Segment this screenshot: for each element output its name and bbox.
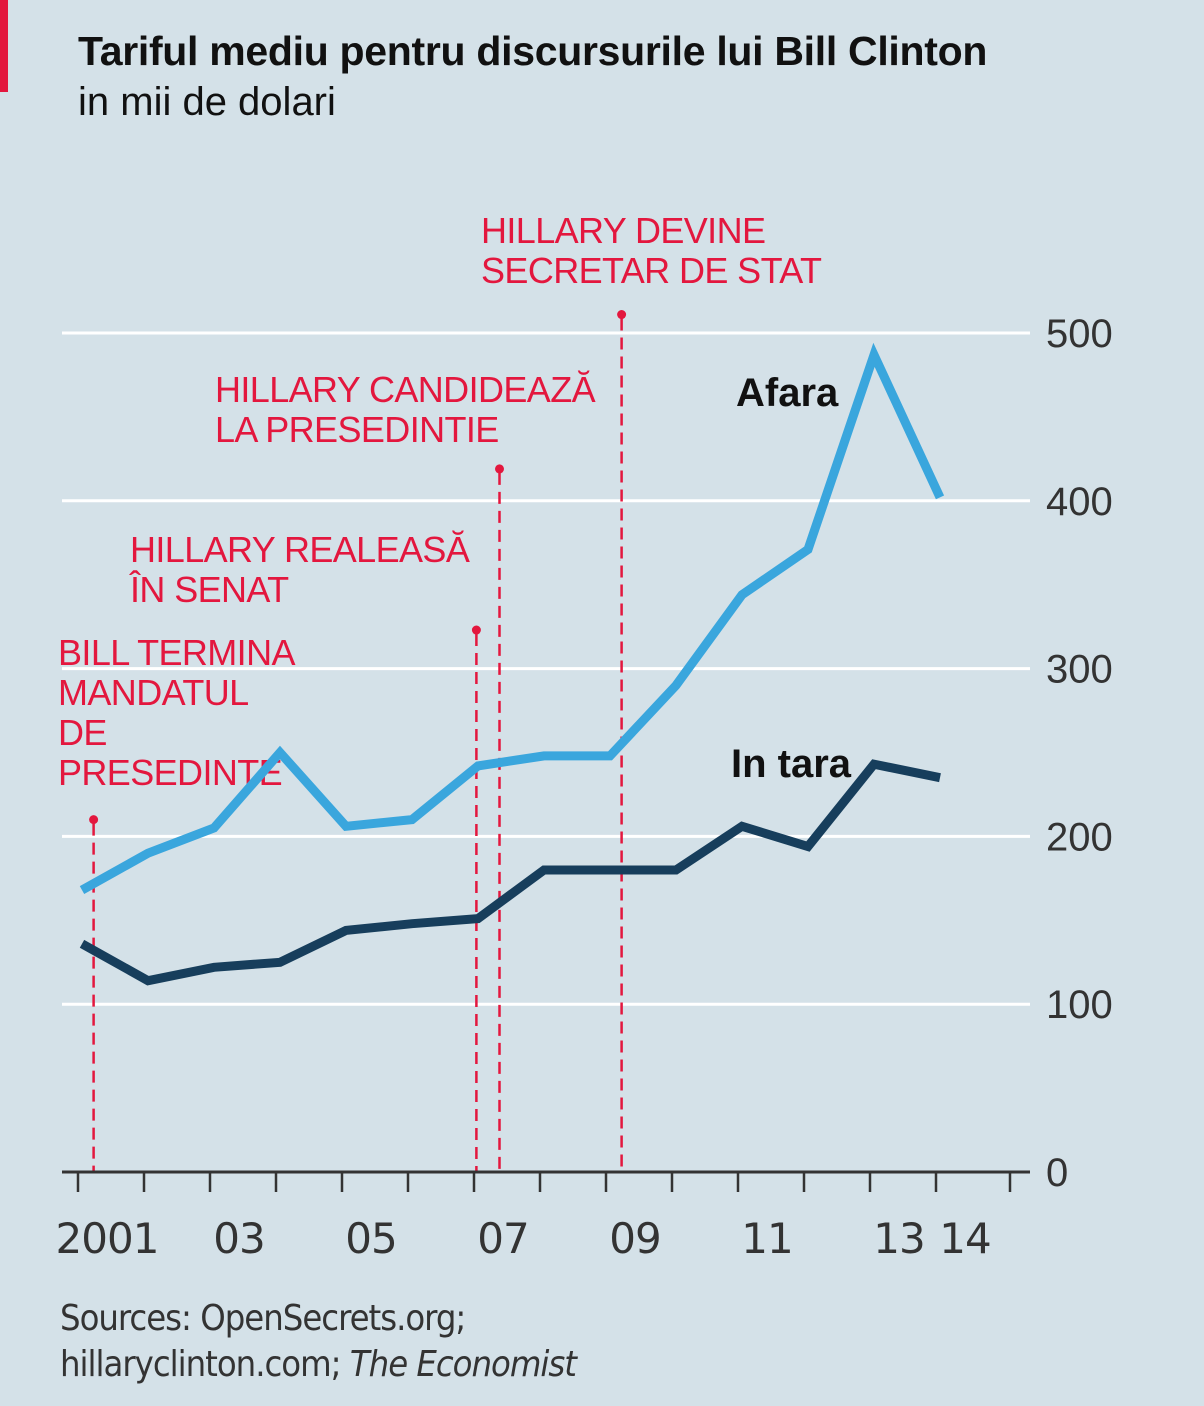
y-tick-label-200: 200 [1046, 815, 1113, 859]
event-label-0-line-2: DE [58, 712, 107, 753]
event-label-2-line-1: LA PRESEDINTIE [215, 409, 499, 450]
source-publication: The Economist [349, 1344, 577, 1385]
gridlines [62, 331, 1030, 1006]
event-label-1-line-0: HILLARY REALEASĂ [130, 529, 470, 570]
series-line-afara [79, 342, 945, 895]
source-site: hillaryclinton.com; [60, 1344, 342, 1385]
event-marker-0 [89, 815, 99, 825]
event-marker-3 [617, 310, 627, 320]
x-tick-label-13: 13 [873, 1214, 924, 1263]
y-tick-label-0: 0 [1046, 1151, 1068, 1195]
accent-bar [0, 0, 8, 92]
y-tick-label-500: 500 [1046, 312, 1113, 356]
event-annotations: BILL TERMINAMANDATULDEPRESEDINTEHILLARY … [58, 210, 823, 1172]
x-axis [62, 1170, 1030, 1192]
y-tick-label-400: 400 [1046, 480, 1113, 524]
series-line-in-tara [79, 759, 941, 986]
chart-title: Tariful mediu pentru discursurile lui Bi… [78, 28, 988, 74]
source-line-1: Sources: OpenSecrets.org; [60, 1298, 466, 1339]
source-note: Sources: OpenSecrets.org; hillaryclinton… [60, 1296, 577, 1388]
x-tick-label-14: 14 [939, 1214, 990, 1263]
x-tick-label-07: 07 [477, 1214, 528, 1263]
x-axis-tick-labels: 2001 03 05 07 09 11 13 14 [56, 1214, 992, 1263]
x-tick-label-03: 03 [213, 1214, 264, 1263]
series-label-afara: Afara [736, 371, 839, 415]
y-axis-tick-labels: 0 100 200 300 400 500 [1046, 312, 1113, 1195]
chart-subtitle: in mii de dolari [78, 80, 336, 124]
series-label-in-tara: In tara [731, 742, 852, 786]
event-label-2-line-0: HILLARY CANDIDEAZĂ [215, 369, 596, 410]
event-label-0-line-0: BILL TERMINA [58, 632, 295, 673]
event-marker-2 [495, 464, 504, 474]
source-line-2: hillaryclinton.com; The Economist [60, 1342, 577, 1388]
event-label-1-line-1: ÎN SENAT [129, 569, 289, 610]
event-marker-1 [471, 625, 481, 635]
event-label-3-line-1: SECRETAR DE STAT [481, 250, 822, 291]
y-tick-label-300: 300 [1046, 648, 1113, 692]
x-tick-label-2001: 2001 [56, 1214, 159, 1263]
x-tick-label-09: 09 [609, 1214, 660, 1263]
x-tick-label-05: 05 [345, 1214, 396, 1263]
series-labels: Afara In tara [731, 371, 852, 786]
y-tick-label-100: 100 [1046, 983, 1113, 1027]
x-tick-label-11: 11 [741, 1214, 792, 1263]
series-lines [79, 342, 945, 986]
event-label-3-line-0: HILLARY DEVINE [481, 210, 765, 251]
event-label-0-line-1: MANDATUL [58, 672, 249, 713]
